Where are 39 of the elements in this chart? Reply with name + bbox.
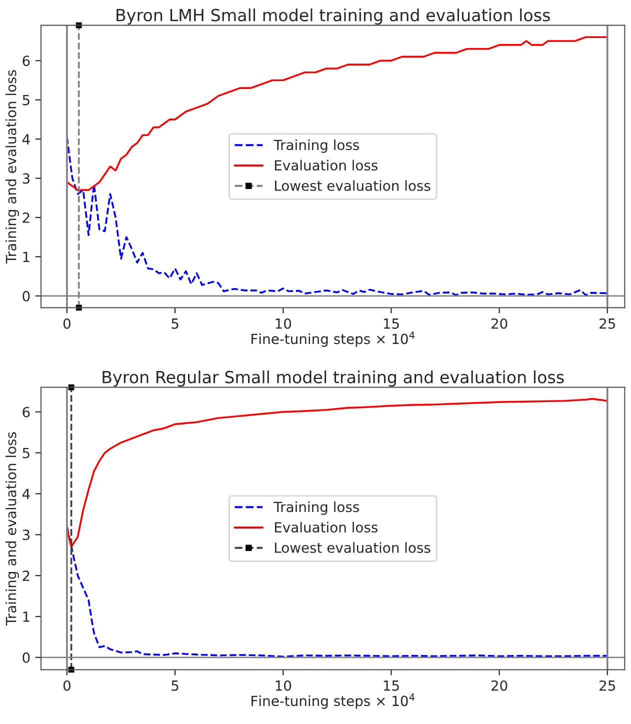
y-tick-label: 5 — [22, 95, 30, 106]
chart-title: Byron LMH Small model training and evaluation loss — [116, 8, 550, 25]
x-tick-label: 0 — [63, 318, 70, 329]
y-tick-label: 6 — [22, 56, 30, 66]
legend-label: Evaluation loss — [275, 522, 378, 533]
y-tick-label: 0 — [22, 290, 30, 302]
y-tick-label: 4 — [22, 488, 30, 500]
x-axis-title: Fine-tuning steps × 10$^{4}$ — [252, 332, 415, 347]
legend-label: Training loss — [274, 501, 360, 515]
legend-label: Lowest evaluation loss — [275, 542, 430, 553]
legend-label: Lowest evaluation loss — [275, 180, 430, 191]
line-series — [66, 36, 608, 191]
y-tick-label: 1 — [23, 612, 30, 622]
x-tick-label: 5 — [172, 680, 178, 691]
x-tick-label: 25 — [600, 318, 616, 329]
y-tick-label: 1 — [23, 252, 30, 262]
y-tick-label: 2 — [22, 212, 30, 223]
x-tick-label: 0 — [63, 680, 70, 691]
x-tick-label: 25 — [600, 680, 616, 691]
y-tick-label: 3 — [22, 173, 30, 184]
x-tick-label: 15 — [384, 680, 399, 691]
x-tick-label: 10 — [276, 318, 292, 329]
y-axis-title: Training and evaluation loss — [6, 70, 19, 264]
legend-label: Training loss — [274, 139, 360, 153]
x-tick-label: 20 — [491, 318, 508, 329]
legend-label: Evaluation loss — [275, 160, 378, 171]
y-tick-label: 0 — [22, 652, 30, 663]
x-tick-label: 5 — [172, 318, 178, 329]
x-axis-title: Fine-tuning steps × 10$^{4}$ — [252, 694, 415, 709]
x-tick-label: 15 — [384, 318, 399, 329]
x-tick-label: 20 — [491, 680, 508, 691]
y-axis-title: Training and evaluation loss — [6, 432, 19, 626]
y-tick-label: 6 — [22, 406, 30, 418]
x-tick-label: 10 — [276, 680, 292, 691]
y-tick-label: 5 — [22, 448, 30, 458]
y-tick-label: 2 — [22, 570, 30, 581]
y-tick-label: 3 — [22, 530, 30, 540]
y-tick-label: 4 — [22, 134, 30, 144]
chart-title: Byron Regular Small model training and evaluation loss — [102, 370, 564, 387]
